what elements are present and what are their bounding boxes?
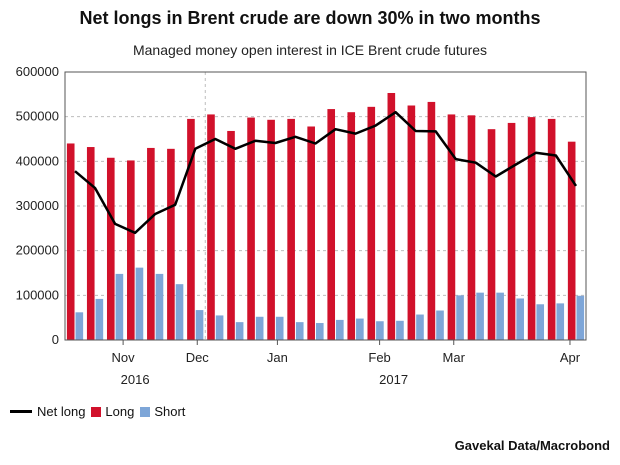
short-bar xyxy=(536,304,545,340)
long-bar xyxy=(507,122,516,340)
x-month-label: Dec xyxy=(186,350,210,365)
long-bar xyxy=(86,147,95,340)
long-bar xyxy=(167,148,175,340)
chart-legend: Net long Long Short xyxy=(10,404,191,419)
long-bar xyxy=(447,114,456,340)
legend-swatch-net-long xyxy=(10,410,32,413)
short-bar xyxy=(496,292,504,340)
short-bar xyxy=(95,298,104,340)
legend-swatch-long xyxy=(91,406,102,417)
y-tick-label: 400000 xyxy=(16,153,59,168)
long-bar xyxy=(267,119,275,340)
long-bar xyxy=(547,118,556,341)
y-tick-label: 500000 xyxy=(16,109,59,124)
long-bar xyxy=(187,118,195,341)
long-bar xyxy=(307,126,315,340)
legend-swatch-short xyxy=(140,406,151,417)
net-long-line xyxy=(74,110,578,235)
short-bar xyxy=(155,273,164,340)
short-bar xyxy=(576,295,585,340)
long-bar xyxy=(227,130,235,340)
chart-title: Net longs in Brent crude are down 30% in… xyxy=(79,8,541,28)
y-tick-label: 600000 xyxy=(16,64,59,79)
long-bar xyxy=(247,117,255,340)
long-bar xyxy=(66,143,75,340)
y-tick-label: 0 xyxy=(52,332,59,347)
short-bar xyxy=(115,273,124,340)
long-bar xyxy=(207,114,215,340)
short-bar xyxy=(336,319,344,340)
long-bar xyxy=(347,112,356,340)
short-bar xyxy=(436,310,444,340)
short-bar xyxy=(315,323,324,340)
x-month-label: Apr xyxy=(560,350,581,365)
long-bar xyxy=(407,105,416,340)
long-bar xyxy=(527,117,536,340)
long-bar xyxy=(287,118,295,341)
long-bar xyxy=(467,115,476,341)
short-bar xyxy=(416,314,424,340)
legend-label-long: Long xyxy=(105,404,135,419)
y-tick-label: 300000 xyxy=(16,198,59,213)
short-bar xyxy=(75,312,84,340)
x-month-label: Jan xyxy=(267,350,288,365)
long-bar xyxy=(487,129,496,340)
long-bar xyxy=(106,157,115,340)
legend-item-short: Short xyxy=(140,404,185,419)
short-bar xyxy=(516,298,524,340)
long-bar xyxy=(387,92,396,340)
y-tick-label: 100000 xyxy=(16,287,59,302)
short-bar xyxy=(556,303,565,340)
long-bar xyxy=(427,101,436,340)
long-bar xyxy=(367,106,376,340)
legend-label-net-long: Net long xyxy=(37,404,86,419)
short-bar xyxy=(255,316,264,340)
short-bar xyxy=(195,310,204,340)
long-bar xyxy=(567,141,576,340)
plot-frame xyxy=(64,71,587,341)
short-bar xyxy=(356,318,364,340)
x-year-label: 2017 xyxy=(379,372,408,387)
chart-subtitle: Managed money open interest in ICE Brent… xyxy=(132,42,488,58)
short-bar xyxy=(175,284,184,340)
short-bar xyxy=(476,292,484,340)
short-bar xyxy=(135,267,144,340)
long-bar xyxy=(147,147,155,340)
short-bar xyxy=(456,295,464,340)
short-bar xyxy=(235,322,244,340)
legend-label-short: Short xyxy=(154,404,186,419)
x-month-label: Feb xyxy=(368,350,390,365)
short-bar xyxy=(396,320,404,340)
y-tick-label: 200000 xyxy=(16,243,59,258)
short-bar xyxy=(295,322,304,340)
short-bar xyxy=(275,316,284,340)
x-month-label: Nov xyxy=(112,350,136,365)
legend-item-net-long: Net long xyxy=(10,404,85,419)
x-year-label: 2016 xyxy=(121,372,150,387)
long-bar xyxy=(327,109,336,340)
x-month-label: Mar xyxy=(443,350,466,365)
long-bar xyxy=(127,160,135,340)
short-bar xyxy=(376,321,384,340)
chart-source: Gavekal Data/Macrobond xyxy=(454,438,610,453)
short-bar xyxy=(215,315,224,340)
legend-item-long: Long xyxy=(91,404,134,419)
